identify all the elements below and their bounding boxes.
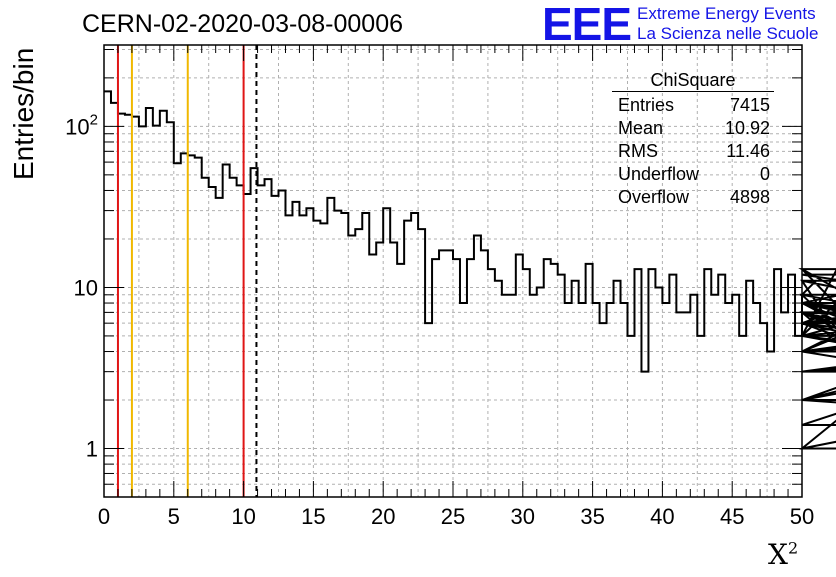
stats-title: ChiSquare [612, 70, 774, 92]
y-tick-label: 1 [86, 437, 98, 462]
x-tick-label: 5 [168, 504, 180, 529]
stats-value: 7415 [729, 95, 770, 115]
x-tick-label: 0 [98, 504, 110, 529]
y-tick-label: 10 [74, 275, 98, 300]
x-tick-label: 45 [720, 504, 744, 529]
stats-row-entries: Entries 7415 [612, 94, 774, 117]
y-axis-label: Entries/bin [8, 47, 39, 180]
stats-label: RMS [618, 141, 658, 161]
eee-logo: EEE [542, 0, 632, 50]
stats-row-mean: Mean 10.92 [612, 117, 774, 140]
run-title: CERN-02-2020-03-08-00006 [82, 10, 404, 38]
stats-value: 0 [759, 164, 770, 184]
x-tick-label: 10 [231, 504, 255, 529]
stats-label: Overflow [618, 187, 690, 207]
logo-subtitle-line2: La Scienza nelle Scuole [637, 24, 819, 43]
stats-label: Entries [618, 95, 675, 115]
x-tick-label: 25 [441, 504, 465, 529]
x-tick-label: 20 [371, 504, 395, 529]
histogram-line [104, 90, 836, 450]
stats-row-underflow: Underflow 0 [612, 163, 774, 186]
x-axis-label: Χ2 [768, 538, 799, 571]
x-tick-label: 15 [301, 504, 325, 529]
x-tick-label: 30 [511, 504, 535, 529]
x-tick-label: 50 [790, 504, 814, 529]
stats-value: 4898 [729, 187, 770, 207]
stats-row-rms: RMS 11.46 [612, 140, 774, 163]
stats-row-overflow: Overflow 4898 [612, 186, 774, 209]
stats-label: Mean [618, 118, 664, 138]
stats-value: 10.92 [724, 118, 770, 138]
x-tick-label: 35 [580, 504, 604, 529]
x-tick-label: 40 [650, 504, 674, 529]
stats-label: Underflow [618, 164, 700, 184]
stats-box: ChiSquare Entries 7415 Mean 10.92 RMS 11… [612, 70, 774, 209]
stats-value: 11.46 [726, 141, 770, 161]
logo-subtitle-line1: Extreme Energy Events [637, 4, 816, 23]
y-tick-label: 102 [65, 111, 98, 139]
